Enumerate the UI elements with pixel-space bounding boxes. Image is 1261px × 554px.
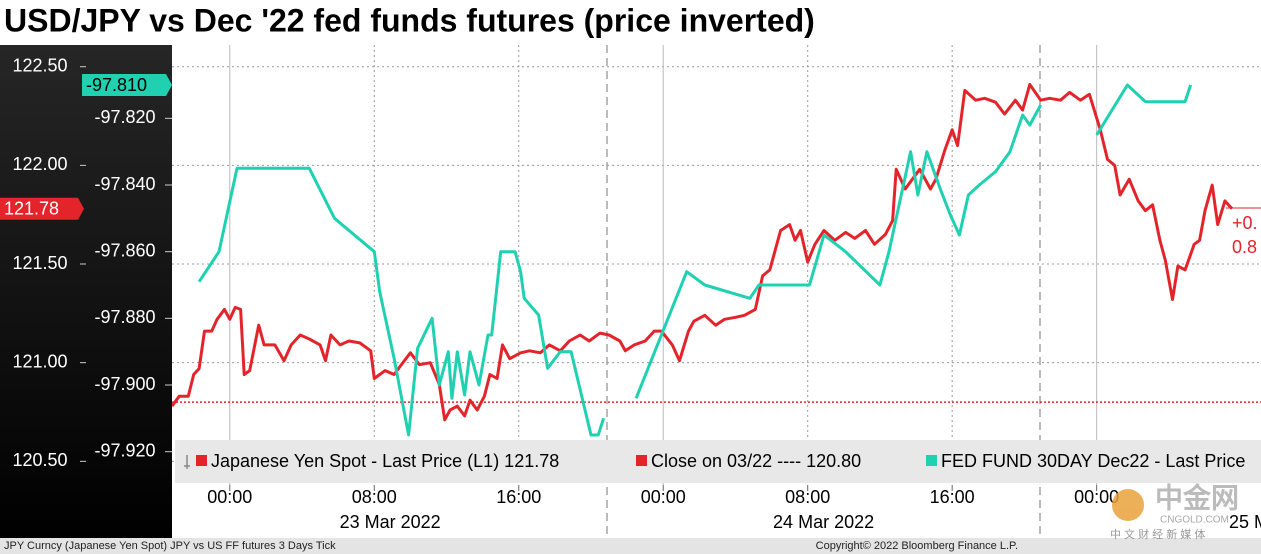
legend-swatch [636,455,647,466]
y2-tick-label: -97.860 [94,240,155,260]
legend-box [175,440,1261,483]
source-note: JPY Curncy (Japanese Yen Spot) JPY vs US… [4,540,336,552]
x-tick-label: 08:00 [785,487,830,507]
last-value-tag [82,74,172,96]
date-label: 25 Mar [1229,512,1261,532]
watermark: 中金网 CNGOLD.COM 中 文 财 经 新 媒 体 [1110,481,1239,541]
legend-swatch [196,455,207,466]
last-value-label: 121.78 [4,199,59,219]
x-tick-label: 00:00 [641,487,686,507]
date-label: 23 Mar 2022 [340,512,441,532]
legend-label: Japanese Yen Spot - Last Price (L1) 121.… [211,451,559,471]
legend-swatch [926,455,937,466]
axes: 120.50 121.00 121.50 122.00 122.50 -97.920 -97… [0,55,1261,532]
y-tick-label: 122.00 [12,154,67,174]
y-tick-label: 121.50 [12,253,67,273]
last-value-label: -97.810 [86,75,147,95]
axis-panel [0,45,172,538]
x-tick-label: 08:00 [352,487,397,507]
footer-band [0,538,1261,554]
edge-label: +0. [1232,213,1258,233]
y-tick-label: 122.50 [12,55,67,75]
y-tick-label: 121.00 [12,351,67,371]
x-tick-label: 16:00 [496,487,541,507]
legend-icon [184,455,190,469]
y-tick-label: 120.50 [12,450,67,470]
y2-tick-label: -97.840 [94,174,155,194]
plot-lines [172,83,1261,437]
y2-tick-label: -97.920 [94,440,155,460]
x-tick-label: 00:00 [1074,487,1119,507]
edge-label: 0.8 [1232,237,1257,257]
watermark-site: CNGOLD.COM [1160,515,1229,526]
chart-title: USD/JPY vs Dec '22 fed funds futures (pr… [4,2,815,38]
watermark-tagline: 中 文 财 经 新 媒 体 [1110,527,1205,541]
x-tick-label: 16:00 [930,487,975,507]
title-band [0,0,1261,45]
date-label: 24 Mar 2022 [773,512,874,532]
legend-label: Close on 03/22 ---- 120.80 [651,451,861,471]
series-line [197,83,1193,437]
plot-area [172,45,1261,485]
y2-tick-label: -97.820 [94,107,155,127]
copyright: Copyright© 2022 Bloomberg Finance L.P. [816,540,1018,552]
legend-label: FED FUND 30DAY Dec22 - Last Price [941,451,1245,471]
series-line [172,83,1234,422]
y2-tick-label: -97.900 [94,374,155,394]
y2-tick-label: -97.880 [94,307,155,327]
last-value-tag [0,197,84,220]
watermark-icon [1112,489,1144,521]
x-tick-label: 00:00 [207,487,252,507]
legend: Japanese Yen Spot - Last Price (L1) 121.… [196,451,1245,471]
watermark-logo: 中金网 [1155,481,1239,513]
